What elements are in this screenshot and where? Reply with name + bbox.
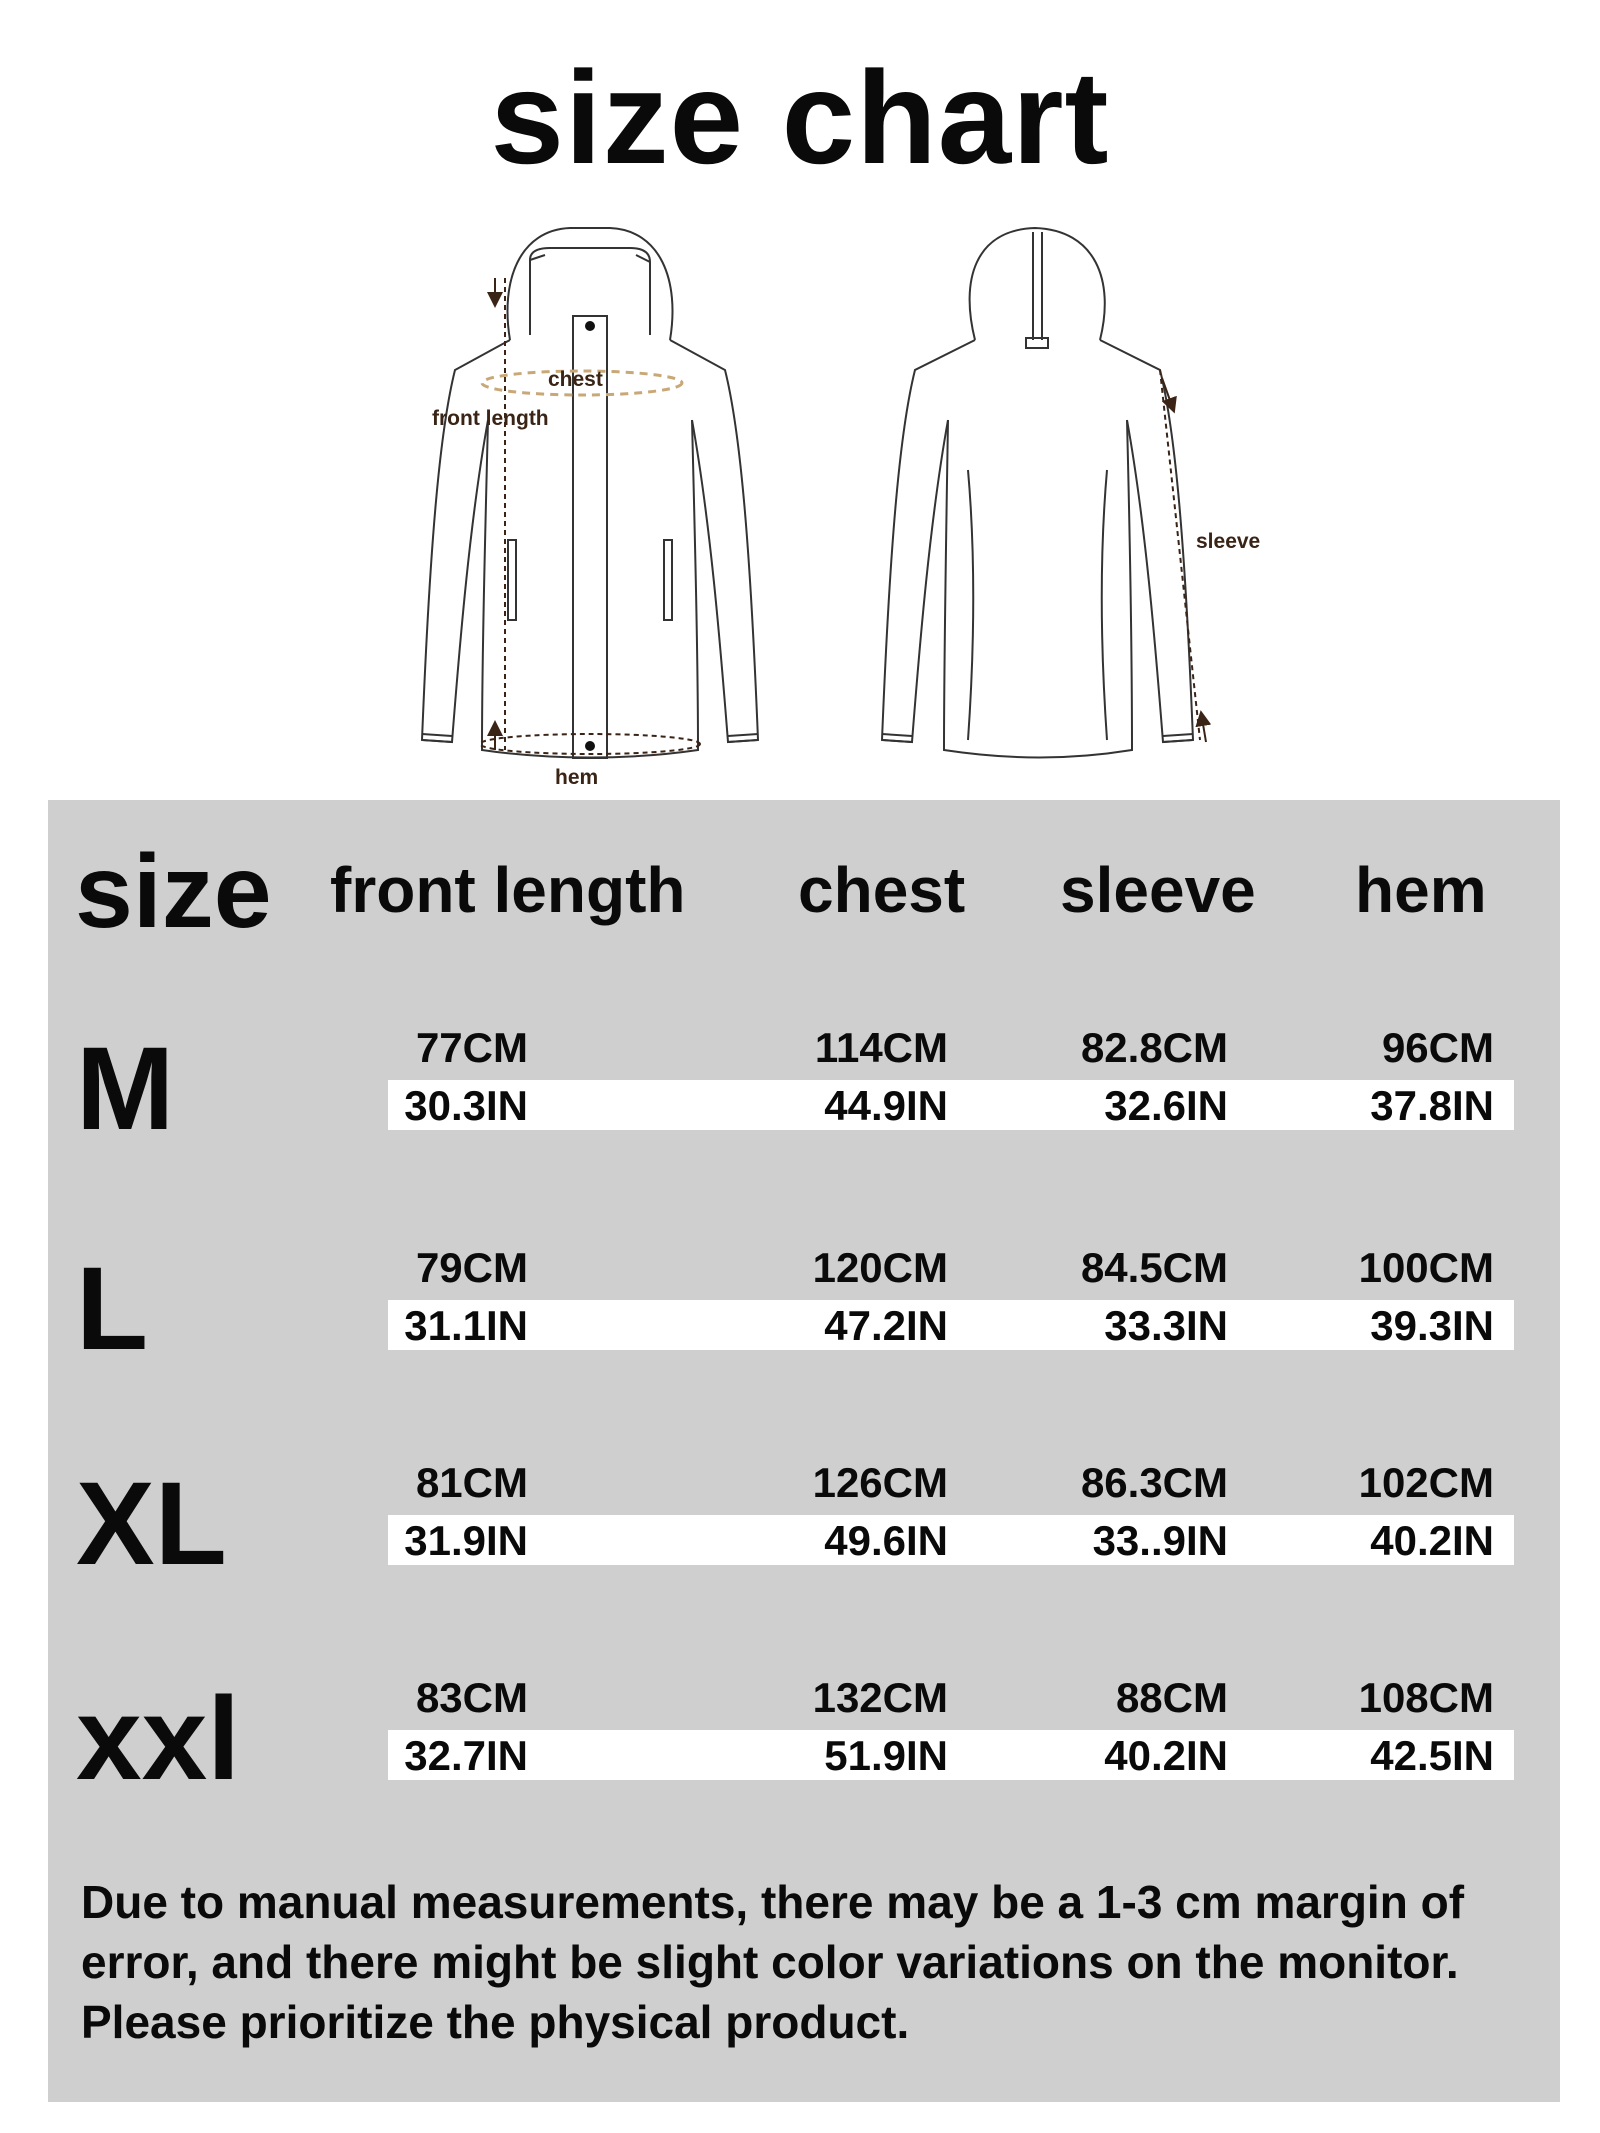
- chest-cm: 126CM: [812, 1459, 948, 1506]
- hem-in: 40.2IN: [1370, 1517, 1494, 1564]
- chest-in: 51.9IN: [824, 1732, 948, 1779]
- sleeve-cm: 88CM: [1115, 1674, 1228, 1721]
- hem-in: 37.8IN: [1370, 1082, 1494, 1129]
- zipper-top-dot: [585, 321, 595, 331]
- hem-cm: 96CM: [1381, 1024, 1494, 1071]
- size-table: size front length chest sleeve hem M 77C…: [48, 800, 1560, 2102]
- page-title: size chart: [490, 44, 1110, 191]
- chest-measure-line: [480, 369, 684, 397]
- label-chest: chest: [548, 368, 603, 391]
- sleeve-in: 32.6IN: [1104, 1082, 1228, 1129]
- sleeve-in: 33.3IN: [1104, 1302, 1228, 1349]
- jacket-diagram: chest front length hem sleeve: [370, 220, 1310, 800]
- front-length-in: 30.3IN: [404, 1082, 528, 1129]
- size-label: XL: [76, 1458, 227, 1590]
- hem-cm: 102CM: [1358, 1459, 1494, 1506]
- sleeve-measure-line: [1159, 369, 1201, 741]
- front-length-cm: 77CM: [415, 1024, 528, 1071]
- sleeve-in: 40.2IN: [1104, 1732, 1228, 1779]
- inch-row-highlight: [388, 1080, 1514, 1130]
- sleeve-cm: 86.3CM: [1080, 1459, 1228, 1506]
- header-front-length: front length: [330, 854, 686, 926]
- table-row-xl: XL 81CM 31.9IN 126CM 49.6IN 86.3CM 33..9…: [48, 1455, 1560, 1605]
- table-row-m: M 77CM 30.3IN 114CM 44.9IN 82.8CM 32.6IN…: [48, 1020, 1560, 1170]
- size-label: L: [76, 1243, 149, 1375]
- size-label: M: [76, 1023, 175, 1155]
- sleeve-cm: 84.5CM: [1080, 1244, 1228, 1291]
- inch-row-highlight: [388, 1730, 1514, 1780]
- front-length-in: 32.7IN: [404, 1732, 528, 1779]
- hem-in: 42.5IN: [1370, 1732, 1494, 1779]
- header-hem: hem: [1355, 854, 1487, 926]
- front-length-cm: 79CM: [415, 1244, 528, 1291]
- front-length-in: 31.9IN: [404, 1517, 528, 1564]
- chest-cm: 132CM: [812, 1674, 948, 1721]
- front-length-in: 31.1IN: [404, 1302, 528, 1349]
- sleeve-cm: 82.8CM: [1080, 1024, 1228, 1071]
- hem-cm: 100CM: [1358, 1244, 1494, 1291]
- header-size: size: [75, 834, 272, 950]
- sleeve-top-arrow: [1161, 377, 1177, 414]
- table-row-xxl: xxl 83CM 32.7IN 132CM 51.9IN 88CM 40.2IN…: [48, 1670, 1560, 1820]
- zipper-bottom-dot: [585, 741, 595, 751]
- sleeve-in: 33..9IN: [1092, 1517, 1228, 1564]
- label-hem: hem: [555, 766, 598, 789]
- hem-measure-line: [479, 733, 701, 755]
- header-sleeve: sleeve: [1060, 854, 1256, 926]
- inch-row-highlight: [388, 1515, 1514, 1565]
- disclaimer-note: Due to manual measurements, there may be…: [81, 1876, 1465, 2048]
- chest-cm: 114CM: [814, 1024, 948, 1071]
- size-label: xxl: [76, 1673, 241, 1805]
- chest-in: 44.9IN: [824, 1082, 948, 1129]
- jacket-front-view: [420, 227, 760, 759]
- hem-in: 39.3IN: [1370, 1302, 1494, 1349]
- chest-in: 49.6IN: [824, 1517, 948, 1564]
- header-chest: chest: [798, 854, 966, 926]
- front-length-cm: 83CM: [415, 1674, 528, 1721]
- jacket-back-view: [880, 226, 1195, 759]
- chest-in: 47.2IN: [824, 1302, 948, 1349]
- front-length-cm: 81CM: [415, 1459, 528, 1506]
- hem-cm: 108CM: [1358, 1674, 1494, 1721]
- label-front-length: front length: [432, 407, 549, 430]
- inch-row-highlight: [388, 1300, 1514, 1350]
- table-row-l: L 79CM 31.1IN 120CM 47.2IN 84.5CM 33.3IN…: [48, 1240, 1560, 1390]
- jacket-diagram-svg: chest front length hem sleeve: [420, 226, 1260, 789]
- label-sleeve: sleeve: [1196, 530, 1260, 553]
- chest-cm: 120CM: [812, 1244, 948, 1291]
- sleeve-bottom-arrow: [1195, 710, 1212, 743]
